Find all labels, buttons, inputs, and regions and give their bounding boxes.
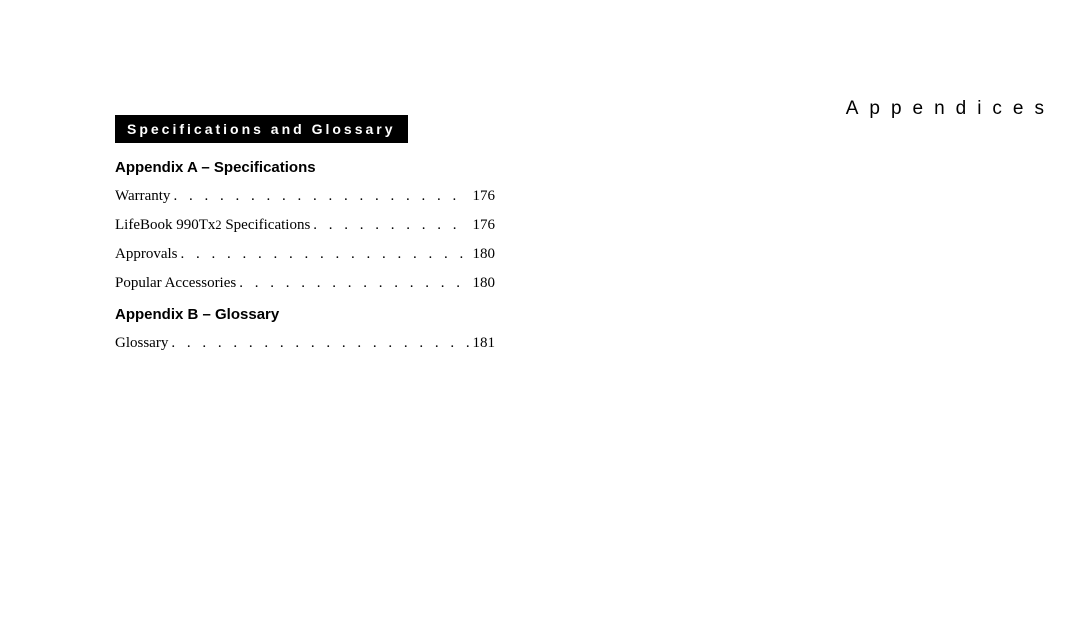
toc-dots: . . . . . . . . . . . . . . . . . . . . … xyxy=(170,188,468,205)
toc-entry: Popular Accessories . . . . . . . . . . … xyxy=(115,275,495,292)
toc-entry: Glossary . . . . . . . . . . . . . . . .… xyxy=(115,335,495,352)
toc-label-suffix: Specifications xyxy=(222,217,311,233)
toc-label: Popular Accessories xyxy=(115,275,236,292)
toc-entry: LifeBook 990Tx2 Specifications . . . . .… xyxy=(115,217,495,234)
toc-label: LifeBook 990Tx2 Specifications xyxy=(115,217,310,234)
section-banner: Specifications and Glossary xyxy=(115,115,408,143)
toc-dots: . . . . . . . . . . . . . . . . . . . . … xyxy=(168,335,468,352)
toc-label: Warranty xyxy=(115,188,170,205)
toc-page: 180 xyxy=(469,246,496,263)
toc-label: Approvals xyxy=(115,246,178,263)
toc-page: 176 xyxy=(469,217,496,234)
toc-page: 176 xyxy=(469,188,496,205)
toc-label-prefix: LifeBook 990Tx xyxy=(115,217,215,233)
toc-dots: . . . . . . . . . . . . . . . . . . . . … xyxy=(178,246,469,263)
toc-entry: Warranty . . . . . . . . . . . . . . . .… xyxy=(115,188,495,205)
toc-heading-appendix-a: Appendix A – Specifications xyxy=(115,159,495,176)
page-header: Appendices xyxy=(846,98,1055,120)
toc-entry: Approvals . . . . . . . . . . . . . . . … xyxy=(115,246,495,263)
toc-dots: . . . . . . . . . . . . . . . . . . . . … xyxy=(310,217,468,234)
toc-heading-appendix-b: Appendix B – Glossary xyxy=(115,306,495,323)
toc-page: 181 xyxy=(469,335,496,352)
toc-label: Glossary xyxy=(115,335,168,352)
toc-dots: . . . . . . . . . . . . . . . . . . . . … xyxy=(236,275,468,292)
toc-page: 180 xyxy=(469,275,496,292)
toc-container: Appendix A – Specifications Warranty . .… xyxy=(115,155,495,364)
